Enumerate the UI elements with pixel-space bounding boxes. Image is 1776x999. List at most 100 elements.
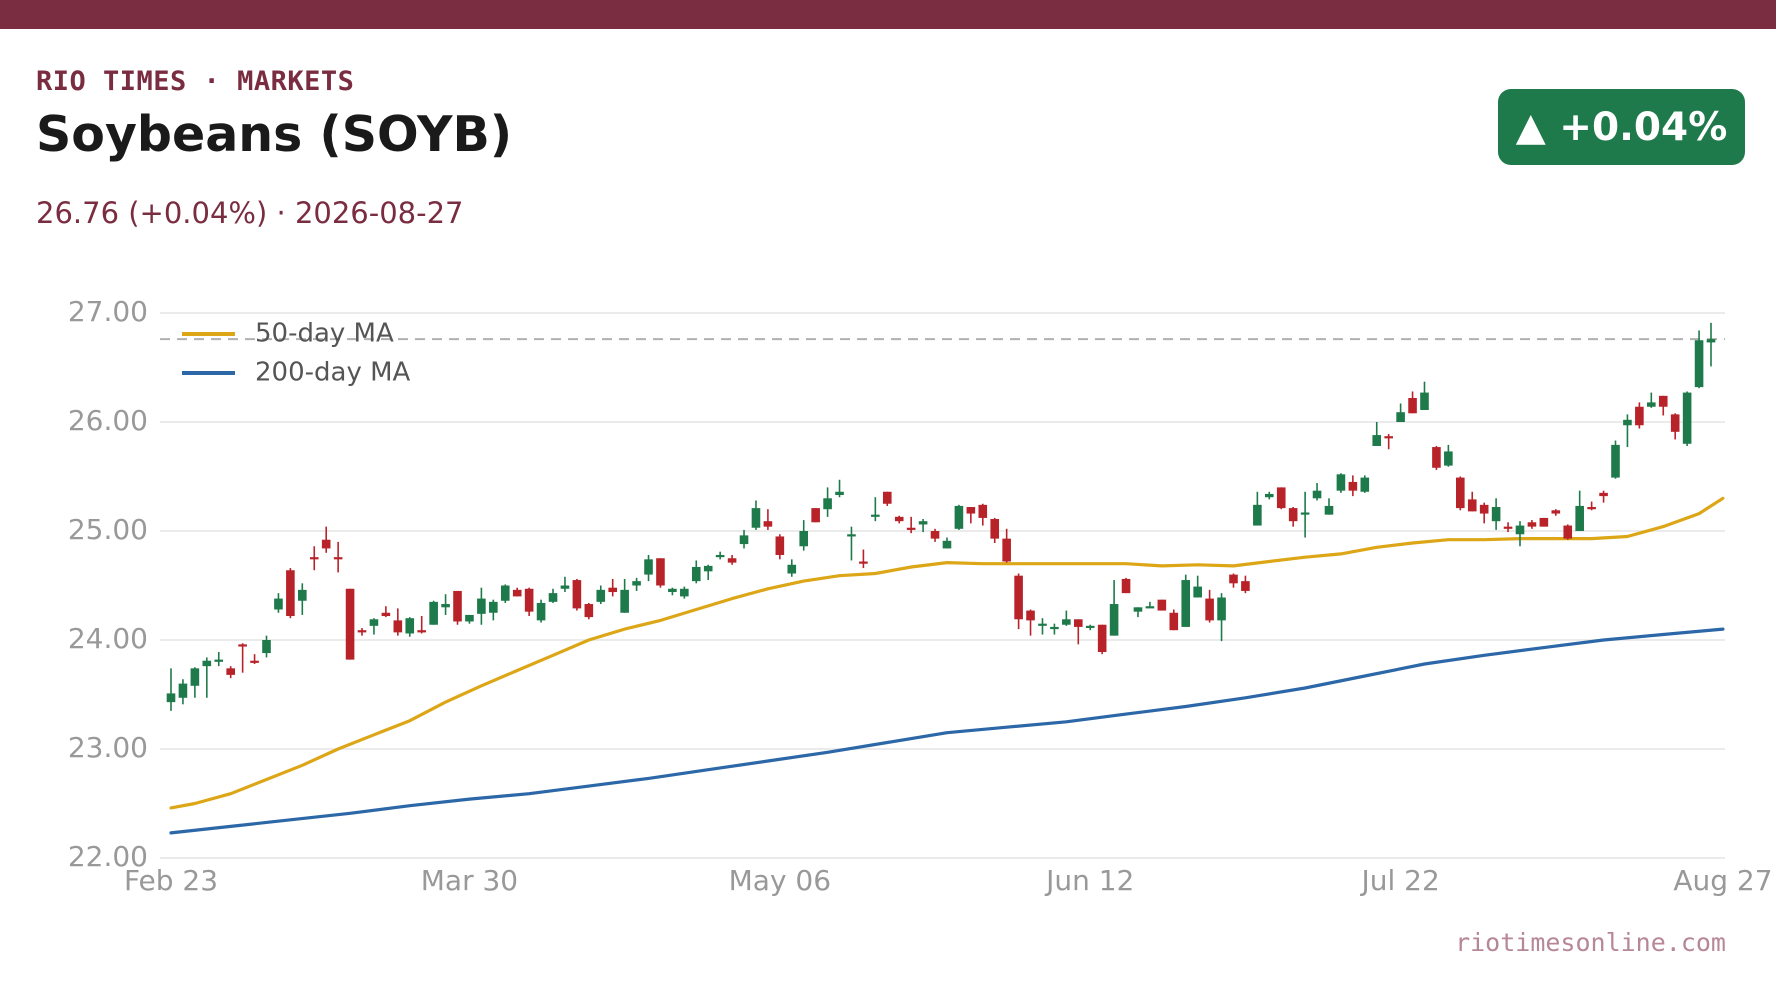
candle [1694, 330, 1704, 389]
candle [787, 559, 797, 577]
candle-body [1133, 607, 1143, 612]
y-tick-label: 23.00 [68, 731, 148, 764]
candle-body [739, 535, 749, 545]
candle-body [871, 514, 880, 517]
x-tick-label: May 06 [729, 864, 831, 897]
candle [393, 608, 403, 636]
candle-body [703, 565, 713, 572]
candle [1360, 475, 1370, 493]
legend: 50-day MA 200-day MA [182, 319, 411, 388]
candle [966, 507, 976, 524]
publication-kicker: RIO TIMES · MARKETS [36, 66, 355, 97]
candle-body [429, 601, 438, 625]
candle [906, 516, 916, 534]
candle [1658, 395, 1668, 416]
candle-body [1193, 586, 1202, 598]
candle [1157, 599, 1167, 611]
candle-body [1229, 574, 1238, 584]
candle [1527, 520, 1537, 529]
candle [405, 617, 415, 637]
candle-body [966, 507, 976, 514]
legend-label-ma200: 200-day MA [255, 358, 411, 388]
candle-body [1479, 504, 1489, 514]
candle [1587, 501, 1596, 511]
candle-body [823, 498, 832, 510]
candle-body [477, 598, 486, 614]
candle [441, 594, 450, 615]
candle-body [1312, 490, 1322, 499]
candle-body [417, 630, 426, 633]
candle [1288, 507, 1298, 527]
change-badge: ▲ +0.04% [1498, 89, 1745, 165]
x-tick-label: Aug 27 [1673, 864, 1772, 897]
candle-body [1288, 508, 1298, 522]
candle [345, 588, 355, 660]
candle [584, 602, 594, 620]
candle [548, 588, 558, 603]
candle [381, 606, 391, 618]
candle-body [1539, 517, 1549, 527]
candle [1408, 391, 1417, 414]
candle [1085, 624, 1095, 631]
candle [1515, 521, 1525, 547]
y-tick-label: 24.00 [68, 622, 148, 655]
candle [1539, 517, 1549, 527]
candle-body [1348, 481, 1358, 491]
ma200-line [169, 627, 1725, 835]
candle-body [1420, 392, 1429, 411]
candle [1420, 381, 1429, 411]
candle [369, 618, 379, 635]
candle [823, 487, 832, 517]
candle [1647, 392, 1656, 408]
candle [190, 667, 200, 698]
candle [333, 541, 343, 573]
candle [1193, 575, 1202, 598]
candle [1324, 498, 1334, 515]
candle [1169, 609, 1179, 631]
candle-body [178, 683, 188, 698]
candle-body [1145, 606, 1155, 609]
candle-body [1038, 623, 1047, 626]
candle-body [1706, 339, 1716, 343]
candle [1372, 422, 1382, 446]
candle [1062, 610, 1071, 626]
candle [871, 497, 880, 522]
candle-body [1682, 392, 1692, 444]
candle-body [1205, 598, 1214, 621]
candle [1503, 522, 1513, 533]
candle-body [1670, 414, 1680, 432]
candle [226, 666, 235, 679]
candle-body [345, 588, 355, 660]
candle [1563, 524, 1573, 540]
candle-body [536, 602, 546, 621]
candle-body [1444, 451, 1453, 466]
candle-body [751, 508, 761, 528]
candle [930, 528, 940, 542]
candle [1109, 580, 1119, 636]
candle [894, 515, 904, 524]
candle-body [990, 519, 1000, 539]
candle-body [202, 660, 212, 667]
candle [1073, 619, 1083, 645]
candle-body [393, 620, 403, 633]
candle [656, 558, 665, 588]
candle-body [847, 534, 856, 537]
candle [1575, 490, 1584, 531]
candle [1623, 414, 1632, 448]
candle [1181, 574, 1191, 627]
candle-body [691, 566, 701, 582]
candle [453, 590, 462, 625]
candle-body [1241, 581, 1250, 591]
candle-body [309, 557, 319, 560]
candle [1706, 322, 1716, 367]
x-tick-label: Jul 22 [1359, 864, 1439, 897]
candle [1432, 445, 1441, 470]
candle [596, 585, 606, 605]
legend-label-ma50: 50-day MA [255, 319, 394, 349]
candle-body [799, 531, 809, 547]
candle [417, 616, 426, 634]
candle-body [453, 590, 462, 622]
candle [489, 599, 498, 621]
x-tick-label: Feb 23 [124, 864, 218, 897]
